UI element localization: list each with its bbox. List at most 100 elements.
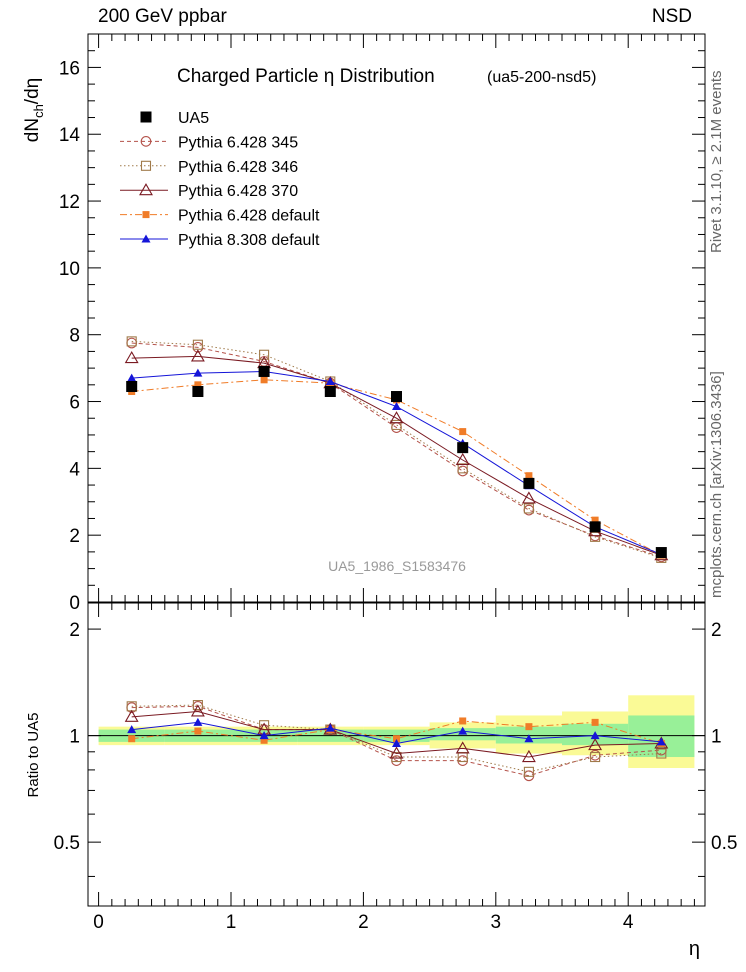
data-point-3-5 <box>455 452 470 466</box>
y-tick-label-ratio-left-2: 2 <box>69 620 80 641</box>
data-point-5-1 <box>193 368 203 377</box>
data-point-ratio-5-3 <box>325 723 335 732</box>
series-line-ratio-4 <box>131 720 662 744</box>
data-point-ratio-4-5 <box>459 717 467 725</box>
data-point-ratio-3-6 <box>521 749 536 763</box>
data-point-ratio-5-0 <box>127 725 137 734</box>
y-tick-label-ratio-right-0: 0.5 <box>711 833 737 854</box>
y-axis-title-main: dNch/dη <box>22 78 46 142</box>
y-tick-label-main-1: 2 <box>69 526 80 547</box>
y-tick-label-main-7: 14 <box>59 125 81 146</box>
data-point-ratio-5-4 <box>392 738 401 747</box>
data-point-4-6 <box>525 472 533 480</box>
legend-marker-1 <box>140 136 152 147</box>
legend-label-1: Pythia 6.428 345 <box>178 134 298 151</box>
data-point-ratio-2-4 <box>391 751 402 763</box>
data-point-3-6 <box>521 491 536 504</box>
data-point-ratio-5-7 <box>590 731 600 740</box>
data-point-ratio-4-2 <box>260 736 268 744</box>
y-tick-label-main-8: 16 <box>59 58 80 79</box>
x-tick-label-2: 2 <box>358 912 369 933</box>
data-point-2-2 <box>259 349 270 360</box>
main-subtitle: (ua5-200-nsd5) <box>487 69 596 86</box>
data-point-4-2 <box>260 376 268 384</box>
data-point-ratio-4-6 <box>525 723 533 731</box>
watermark: UA5_1986_S1583476 <box>328 558 466 574</box>
data-point-0-1 <box>192 386 204 398</box>
data-point-0-5 <box>457 442 469 454</box>
series-line-3 <box>131 355 662 556</box>
legend-marker-0 <box>140 111 152 123</box>
data-point-2-7 <box>590 531 601 542</box>
data-point-ratio-5-5 <box>458 726 468 735</box>
data-point-3-0 <box>124 350 139 364</box>
data-point-1-5 <box>457 465 469 477</box>
legend-marker-2 <box>140 160 152 171</box>
data-point-2-0 <box>126 336 137 347</box>
data-point-ratio-3-1 <box>190 704 205 717</box>
data-point-0-0 <box>126 380 138 392</box>
data-point-2-4 <box>391 419 402 430</box>
y-tick-label-ratio-right-2: 2 <box>711 620 722 641</box>
data-point-ratio-3-5 <box>455 741 470 754</box>
y-tick-label-ratio-right-1: 1 <box>711 727 722 748</box>
y-tick-label-main-4: 8 <box>69 326 80 347</box>
legend-marker-4 <box>142 211 150 219</box>
data-point-ratio-2-8 <box>656 748 667 759</box>
x-tick-label-1: 1 <box>226 912 237 933</box>
header-right: NSD <box>651 6 692 27</box>
y-tick-label-ratio-left-1: 1 <box>69 727 80 748</box>
y-axis-title-ratio: Ratio to UA5 <box>25 712 42 797</box>
y-tick-label-main-2: 4 <box>69 459 80 480</box>
data-point-0-2 <box>258 365 270 377</box>
data-point-5-3 <box>325 376 335 385</box>
data-point-4-1 <box>194 381 202 389</box>
y-tick-label-main-5: 10 <box>59 259 80 280</box>
data-point-5-4 <box>392 402 401 411</box>
x-tick-label-4: 4 <box>623 912 634 933</box>
series-line-ratio-3 <box>131 710 662 758</box>
data-point-2-1 <box>192 339 203 350</box>
data-point-ratio-2-7 <box>590 751 601 763</box>
series-line-2 <box>131 340 662 559</box>
data-point-4-5 <box>459 428 467 436</box>
data-point-5-0 <box>127 373 137 382</box>
data-point-4-7 <box>591 516 599 524</box>
legend-label-3: Pythia 6.428 370 <box>178 183 298 200</box>
data-point-ratio-4-4 <box>393 735 400 743</box>
data-point-ratio-4-1 <box>194 727 202 735</box>
data-point-0-7 <box>589 521 601 533</box>
y-tick-label-main-3: 6 <box>69 393 80 414</box>
legend-label-2: Pythia 6.428 346 <box>178 159 298 176</box>
legend-marker-5 <box>141 234 151 243</box>
y-tick-label-main-6: 12 <box>59 192 80 213</box>
data-point-0-6 <box>523 477 535 489</box>
data-point-2-5 <box>457 463 468 474</box>
data-point-ratio-3-4 <box>389 746 404 759</box>
header-left: 200 GeV ppbar <box>98 6 227 27</box>
data-point-2-6 <box>523 503 534 514</box>
data-point-ratio-4-0 <box>128 735 136 743</box>
data-point-ratio-5-6 <box>524 734 534 743</box>
data-point-ratio-2-6 <box>523 766 534 777</box>
legend-label-0: UA5 <box>178 110 209 127</box>
main-title: Charged Particle η Distribution <box>177 66 435 87</box>
data-point-ratio-4-7 <box>591 718 599 726</box>
data-point-0-8 <box>655 547 667 559</box>
legend-label-4: Pythia 6.428 default <box>178 208 320 225</box>
y-tick-label-main-0: 0 <box>69 593 80 614</box>
x-tick-label-0: 0 <box>93 912 104 933</box>
y-tick-label-ratio-left-0: 0.5 <box>54 833 80 854</box>
data-point-ratio-2-1 <box>192 700 203 711</box>
data-point-ratio-5-8 <box>656 737 666 746</box>
data-point-ratio-5-2 <box>259 731 269 740</box>
x-axis-title: η <box>689 938 700 960</box>
x-tick-label-3: 3 <box>491 912 502 933</box>
legend-label-5: Pythia 8.308 default <box>178 232 320 249</box>
series-line-ratio-2 <box>131 704 662 773</box>
data-point-3-4 <box>389 411 404 424</box>
data-point-0-4 <box>391 391 402 403</box>
data-point-0-3 <box>324 386 336 398</box>
ratio-frame <box>87 602 706 907</box>
